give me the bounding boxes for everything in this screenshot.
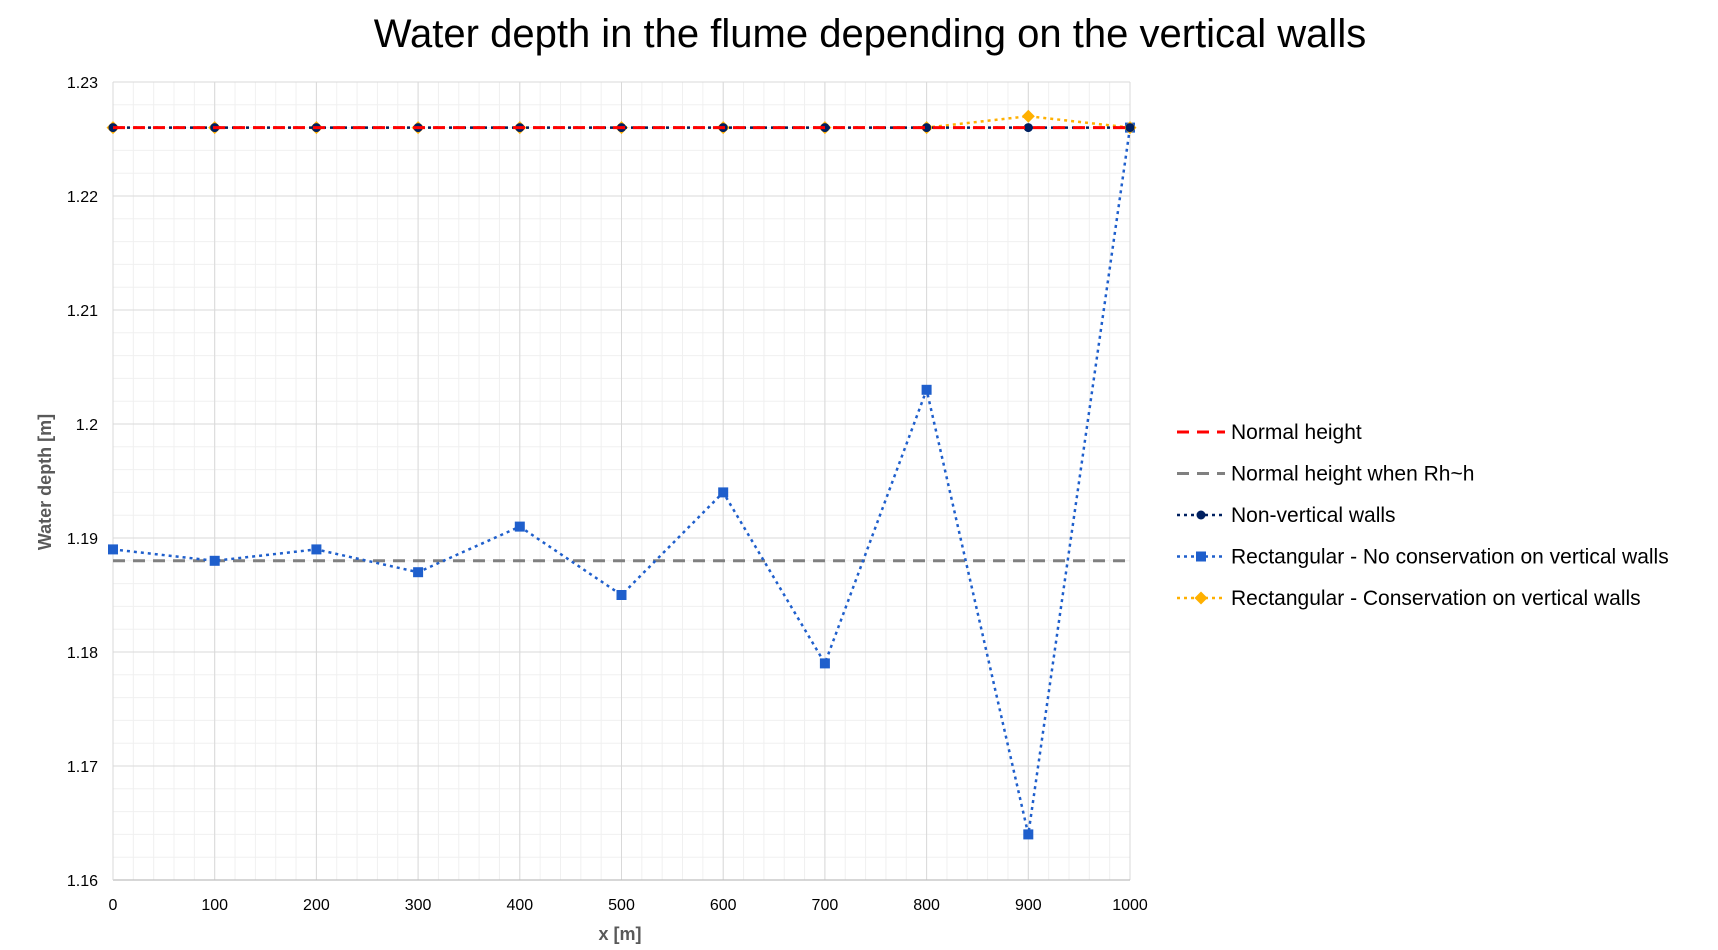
x-tick-label: 900 [1015, 897, 1042, 914]
x-tick-label: 1000 [1112, 897, 1148, 914]
data-point [819, 658, 830, 669]
legend-entry: Normal height when Rh~h [1177, 463, 1474, 486]
legend-entry: Non-vertical walls [1177, 504, 1396, 527]
y-tick-label: 1.22 [67, 189, 98, 206]
x-tick-label: 200 [303, 897, 330, 914]
data-point [1125, 123, 1135, 133]
y-tick-label: 1.21 [67, 303, 98, 320]
x-tick-label: 400 [506, 897, 533, 914]
y-tick-label: 1.18 [67, 645, 98, 662]
x-tick-label: 700 [812, 897, 839, 914]
series-line [112, 127, 1132, 835]
tick-labels: 0 100 200 300 400 500 600 700 800 900 1000 1.16 1.17… [67, 75, 1148, 914]
y-tick-label: 1.19 [67, 531, 98, 548]
y-tick-label: 1.17 [67, 759, 98, 776]
y-tick-label: 1.2 [76, 417, 98, 434]
chart-title: Water depth in the flume depending on th… [374, 12, 1366, 56]
legend-entry: Rectangular - No conservation on vertica… [1177, 546, 1669, 569]
data-point [311, 544, 322, 555]
x-tick-label: 0 [109, 897, 118, 914]
data-point [514, 521, 525, 532]
data-point [1023, 123, 1033, 133]
legend-label: Normal height [1231, 421, 1362, 444]
legend-label: Non-vertical walls [1231, 504, 1396, 527]
legend-label: Normal height when Rh~h [1231, 463, 1474, 486]
legend: Normal height Normal height when Rh~h Non-… [1177, 421, 1669, 610]
y-tick-label: 1.16 [67, 873, 98, 890]
axes [112, 82, 1130, 881]
legend-label: Rectangular - No conservation on vertica… [1231, 546, 1669, 569]
legend-marker [1196, 551, 1206, 562]
legend-entry: Rectangular - Conservation on vertical w… [1177, 587, 1641, 610]
x-tick-label: 800 [913, 897, 940, 914]
data-point [616, 590, 627, 600]
grid [112, 81, 1131, 881]
data-point [1023, 829, 1034, 840]
data-point [413, 567, 424, 578]
data-point [718, 487, 729, 498]
legend-entry: Normal height [1177, 421, 1362, 444]
data-point [921, 384, 932, 395]
legend-marker [1196, 510, 1206, 520]
x-tick-label: 500 [608, 897, 635, 914]
x-tick-label: 300 [405, 897, 432, 914]
data-point [922, 123, 932, 133]
data-point [1021, 109, 1035, 123]
series-group [106, 109, 1137, 840]
data-point [209, 555, 220, 566]
y-axis-label: Water depth [m] [35, 414, 55, 550]
x-tick-label: 100 [201, 897, 228, 914]
legend-label: Rectangular - Conservation on vertical w… [1231, 587, 1641, 610]
x-tick-label: 600 [710, 897, 737, 914]
legend-marker [1194, 591, 1208, 605]
y-tick-label: 1.23 [67, 75, 98, 92]
data-point [108, 544, 118, 555]
x-axis-label: x [m] [598, 924, 641, 944]
